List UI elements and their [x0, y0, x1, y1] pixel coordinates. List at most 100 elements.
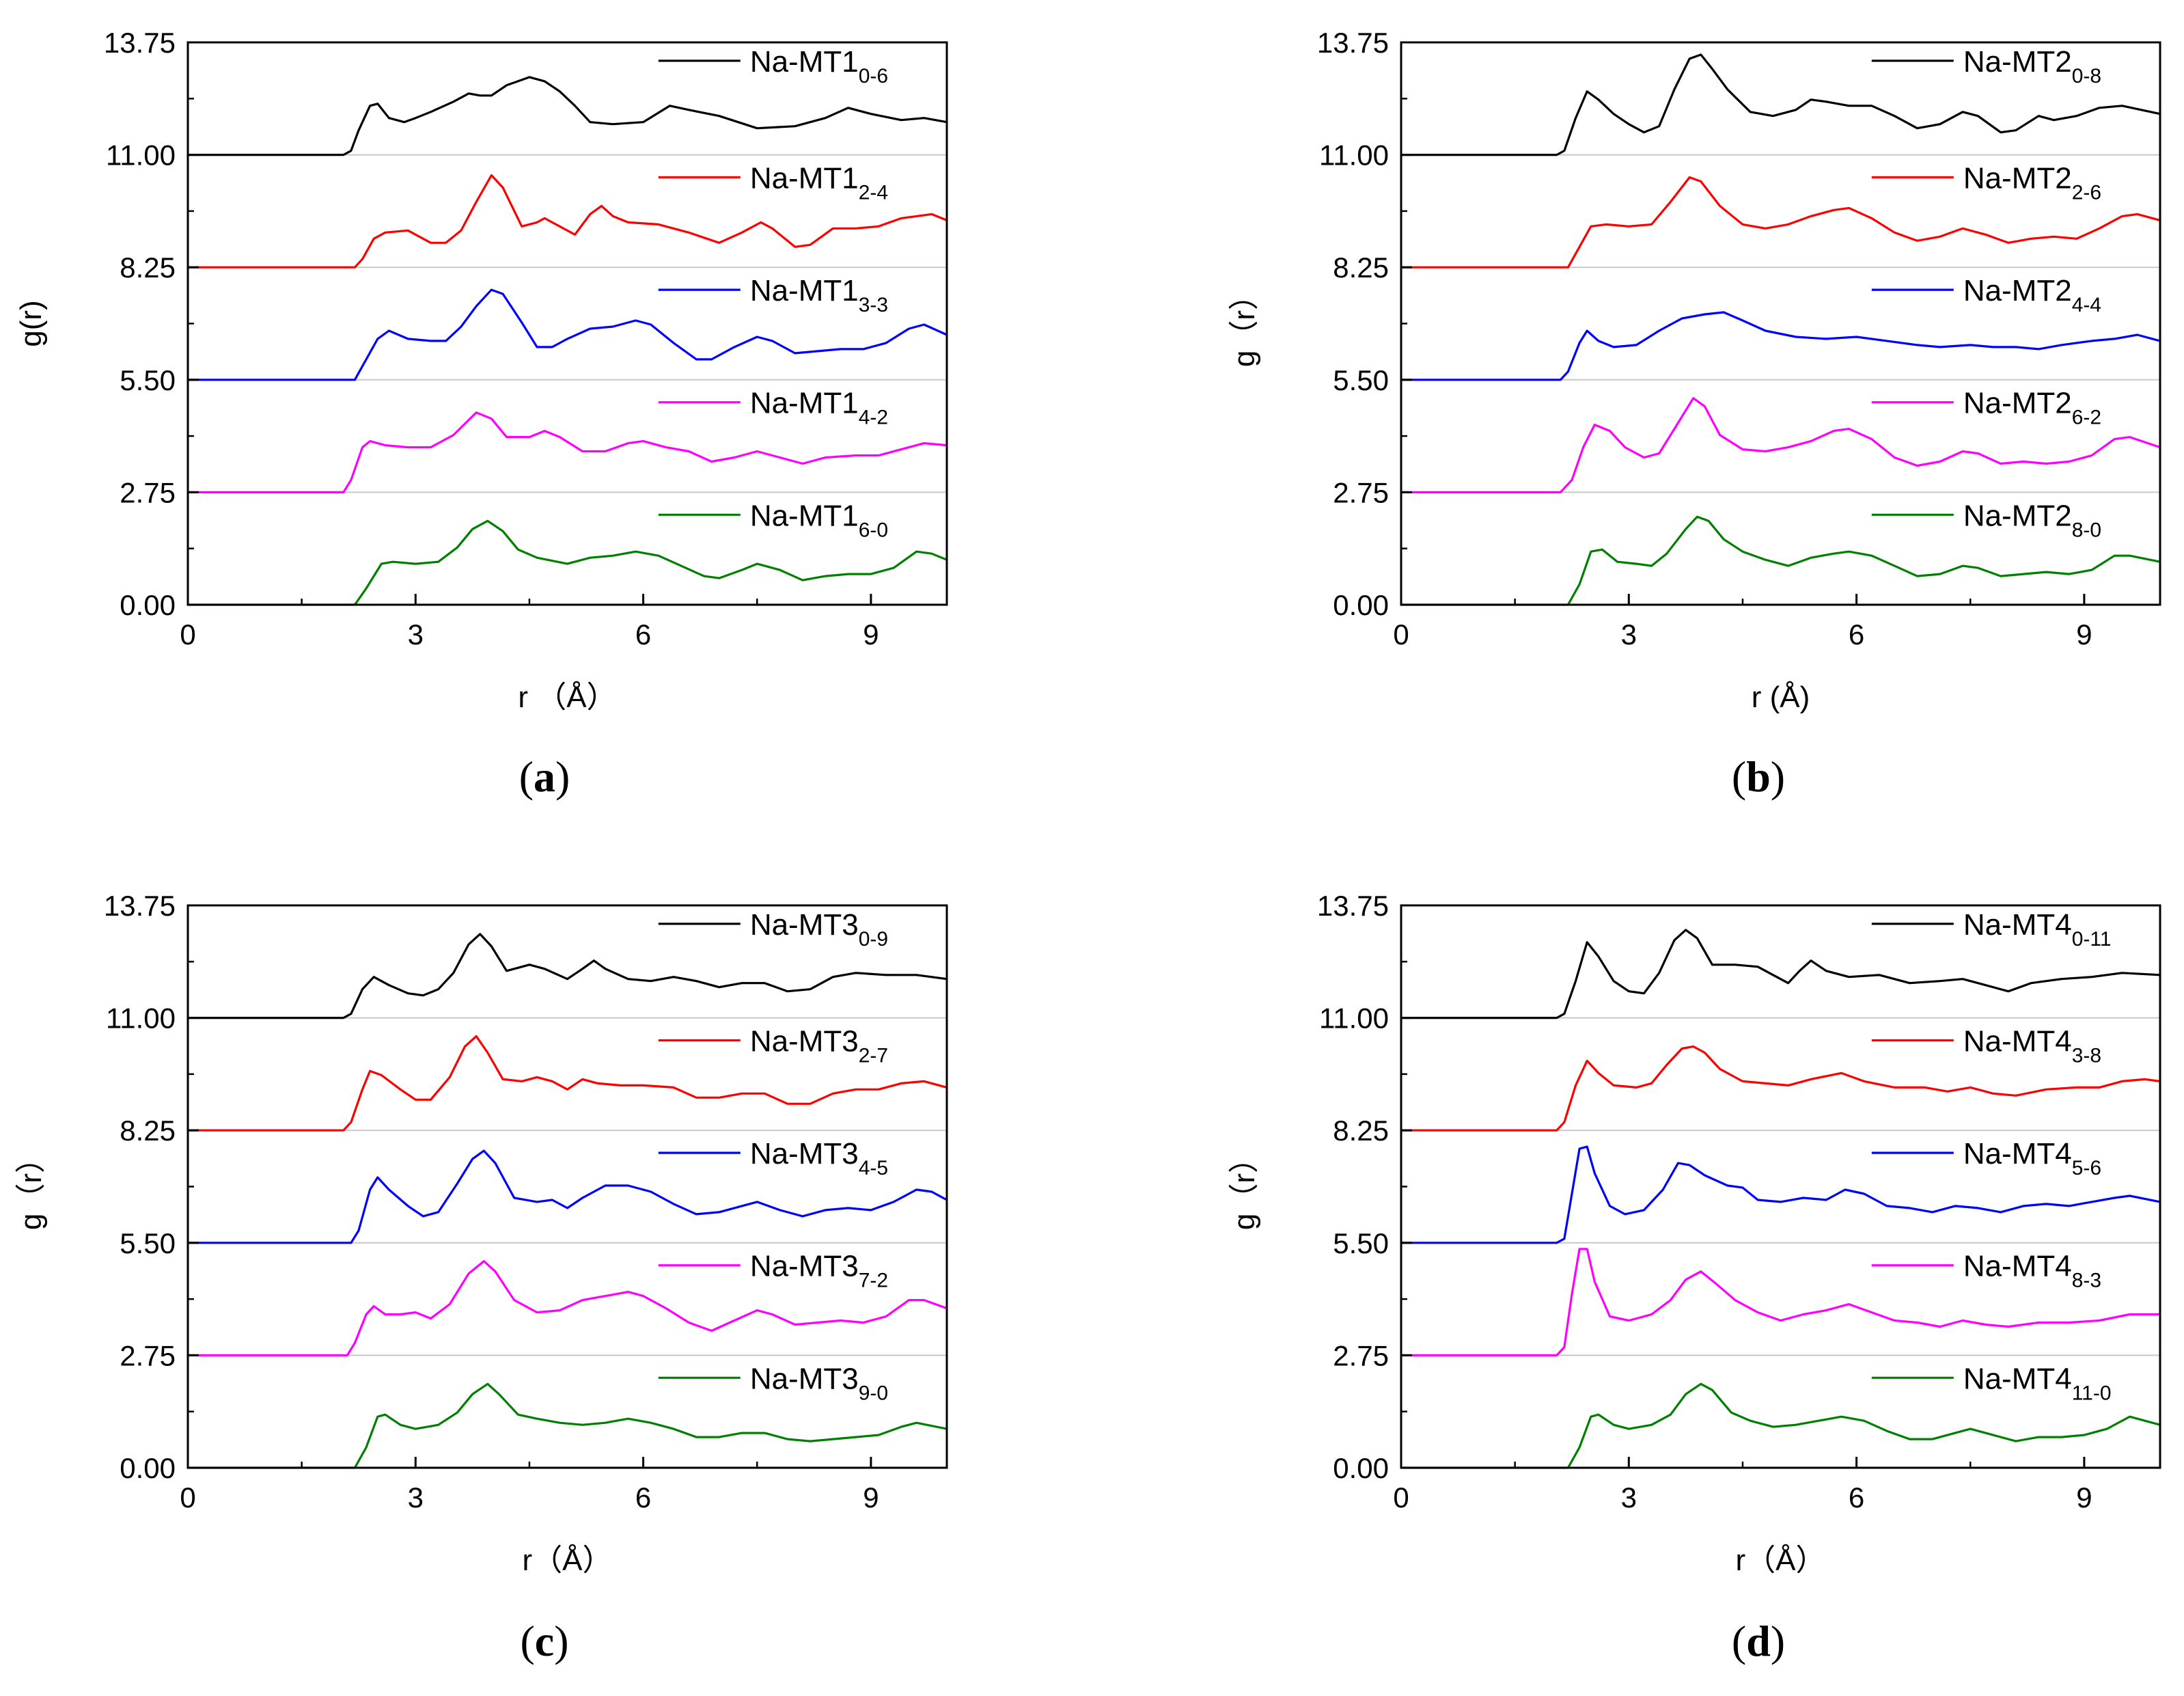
legend-name: Na-MT3: [750, 1250, 859, 1283]
legend-label: Na-MT411-0: [1963, 1362, 2112, 1404]
series-line-na-mt3-7-2: [186, 1260, 948, 1357]
x-axis-title: r（Å）: [1736, 1544, 1826, 1577]
series-line-na-mt2-8-0: [1400, 515, 2161, 606]
panel-a: Na-MT10-6Na-MT12-4Na-MT13-3Na-MT14-2Na-M…: [14, 27, 948, 714]
panel-d: Na-MT40-11Na-MT43-8Na-MT45-6Na-MT48-3Na-…: [1228, 890, 2161, 1577]
y-tick-label: 8.25: [1333, 251, 1389, 284]
legend-label: Na-MT32-7: [750, 1025, 888, 1067]
legend-name: Na-MT4: [1963, 908, 2072, 942]
legend-subscript: 2-6: [2072, 182, 2101, 204]
y-tick-label: 0.00: [120, 589, 176, 621]
panel-d-caption: (d): [1731, 1617, 1786, 1665]
series-line-na-mt3-9-0: [186, 1382, 948, 1469]
legend-name: Na-MT1: [750, 45, 859, 79]
legend-label: Na-MT13-3: [750, 274, 888, 316]
panel-c-caption: (c): [520, 1617, 569, 1665]
legend-subscript: 2-7: [859, 1045, 888, 1067]
y-tick-label: 13.75: [104, 890, 176, 922]
legend-subscript: 8-3: [2072, 1270, 2101, 1292]
legend-subscript: 4-2: [859, 407, 888, 429]
y-tick-label: 0.00: [1333, 589, 1389, 621]
legend-subscript: 6-2: [2072, 407, 2101, 429]
series-line-na-mt2-6-2: [1400, 397, 2161, 494]
legend-subscript: 3-3: [859, 294, 888, 316]
legend-name: Na-MT1: [750, 274, 859, 307]
legend-label: Na-MT30-9: [750, 908, 888, 950]
legend-label: Na-MT10-6: [750, 45, 888, 87]
x-tick-label: 0: [180, 1481, 195, 1514]
x-tick-label: 9: [2076, 618, 2092, 651]
legend-label: Na-MT12-4: [750, 162, 888, 204]
series-line-na-mt1-6-0: [186, 519, 948, 606]
y-tick-label: 11.00: [106, 139, 176, 172]
y-tick-label: 5.50: [120, 364, 176, 396]
series-line-na-mt3-0-9: [186, 933, 948, 1020]
series-line-na-mt2-4-4: [1400, 311, 2161, 381]
y-tick-label: 5.50: [1333, 364, 1389, 396]
y-tick-label: 5.50: [1333, 1227, 1389, 1259]
series-line-na-mt3-4-5: [186, 1149, 948, 1244]
x-tick-label: 3: [408, 1481, 424, 1514]
legend-label: Na-MT45-6: [1963, 1137, 2101, 1179]
series-line-na-mt4-0-11: [1400, 929, 2161, 1020]
legend-name: Na-MT4: [1963, 1250, 2072, 1283]
x-tick-label: 6: [635, 618, 651, 651]
y-tick-label: 11.00: [1319, 1002, 1389, 1035]
y-tick-label: 5.50: [120, 1227, 176, 1259]
legend-name: Na-MT1: [750, 387, 859, 420]
series-line-na-mt4-5-6: [1400, 1145, 2161, 1244]
legend-label: Na-MT40-11: [1963, 908, 2112, 950]
series-line-na-mt1-4-2: [186, 411, 948, 494]
y-axis-title: g（r）: [1228, 1143, 1261, 1230]
x-tick-label: 0: [1393, 1481, 1409, 1514]
legend-label: Na-MT16-0: [750, 499, 888, 541]
legend-name: Na-MT3: [750, 1362, 859, 1395]
y-tick-label: 8.25: [1333, 1114, 1389, 1147]
legend-subscript: 0-11: [2072, 928, 2112, 950]
legend-subscript: 0-9: [859, 928, 888, 950]
legend-subscript: 4-4: [2072, 294, 2101, 316]
legend-label: Na-MT34-5: [750, 1137, 888, 1179]
legend-name: Na-MT2: [1963, 499, 2072, 532]
legend-name: Na-MT3: [750, 908, 859, 942]
legend-name: Na-MT3: [750, 1025, 859, 1058]
x-tick-label: 0: [180, 618, 195, 651]
legend-label: Na-MT14-2: [750, 387, 888, 429]
x-tick-label: 9: [2076, 1481, 2092, 1514]
legend-name: Na-MT2: [1963, 387, 2072, 420]
legend-label: Na-MT39-0: [750, 1362, 888, 1404]
y-tick-label: 2.75: [1333, 1339, 1389, 1371]
legend-name: Na-MT4: [1963, 1137, 2072, 1171]
y-tick-label: 2.75: [120, 1339, 176, 1371]
x-tick-label: 9: [863, 1481, 879, 1514]
legend-label: Na-MT24-4: [1963, 274, 2101, 316]
y-tick-label: 13.75: [104, 27, 176, 59]
legend-subscript: 0-6: [859, 65, 888, 87]
legend-name: Na-MT2: [1963, 274, 2072, 307]
x-tick-label: 6: [1849, 1481, 1864, 1514]
legend-subscript: 4-5: [859, 1157, 888, 1179]
legend-name: Na-MT1: [750, 162, 859, 195]
series-line-na-mt3-2-7: [186, 1035, 948, 1132]
series-line-na-mt1-3-3: [186, 288, 948, 381]
panel-a-caption: (a): [519, 752, 570, 801]
legend-label: Na-MT43-8: [1963, 1025, 2101, 1067]
x-axis-title: r （Å）: [518, 681, 616, 714]
y-tick-label: 8.25: [120, 1114, 176, 1147]
legend-subscript: 2-4: [859, 182, 888, 204]
legend-name: Na-MT4: [1963, 1362, 2072, 1395]
legend-subscript: 9-0: [859, 1382, 888, 1404]
panel-b: Na-MT20-8Na-MT22-6Na-MT24-4Na-MT26-2Na-M…: [1228, 27, 2161, 714]
y-tick-label: 0.00: [1333, 1452, 1389, 1484]
legend-subscript: 8-0: [2072, 519, 2101, 541]
legend-subscript: 11-0: [2072, 1382, 2112, 1404]
y-tick-label: 11.00: [1319, 139, 1389, 172]
x-tick-label: 3: [408, 618, 424, 651]
legend-label: Na-MT26-2: [1963, 387, 2101, 429]
legend-name: Na-MT3: [750, 1137, 859, 1171]
legend-label: Na-MT28-0: [1963, 499, 2101, 541]
x-tick-label: 6: [635, 1481, 651, 1514]
legend-name: Na-MT2: [1963, 162, 2072, 195]
legend-label: Na-MT37-2: [750, 1250, 888, 1292]
